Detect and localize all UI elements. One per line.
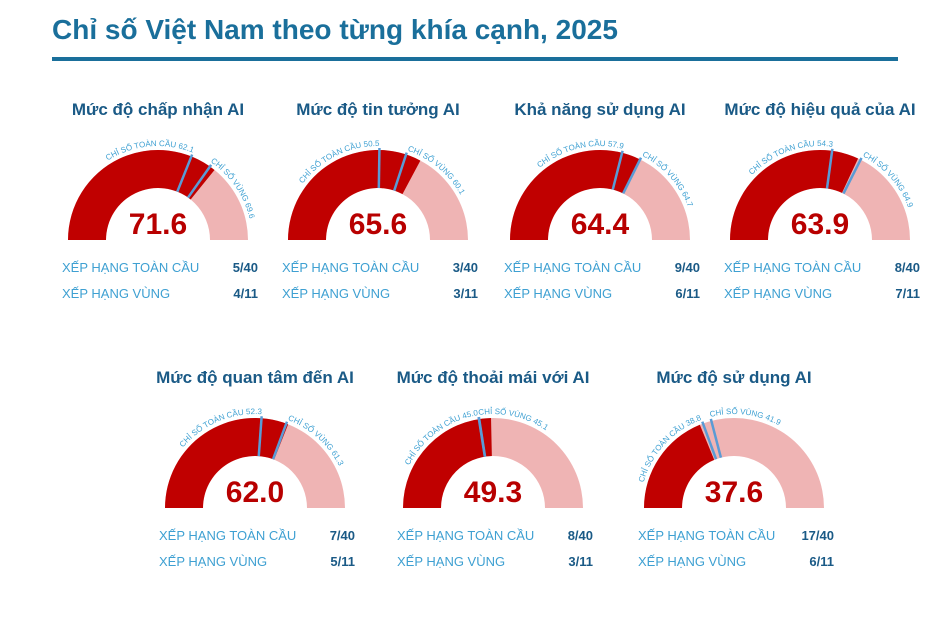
gauge-value-fill (403, 418, 492, 508)
global-rank-label: XẾP HẠNG TOÀN CẦU (724, 260, 862, 275)
regional-index-marker (709, 418, 723, 458)
global-rank-row: XẾP HẠNG TOÀN CẦU 17/40 (638, 528, 834, 543)
regional-rank-label: XẾP HẠNG VÙNG (62, 286, 171, 301)
gauge-value-fill (644, 424, 715, 508)
regional-rank-row: XẾP HẠNG VÙNG 6/11 (638, 554, 834, 569)
gauge-value: 65.6 (349, 208, 407, 241)
global-rank-row: XẾP HẠNG TOÀN CẦU 9/40 (504, 260, 700, 275)
gauge-chart: CHỈ SỐ TOÀN CẦU 38.8 CHỈ SỐ VÙNG 41.937.6 (637, 406, 824, 509)
global-rank-label: XẾP HẠNG TOÀN CẦU (282, 260, 420, 275)
global-index-marker (257, 416, 263, 457)
gauge-value-fill (730, 149, 859, 240)
gauge-card: Mức độ hiệu quả của AI CHỈ SỐ TOÀN CẦU 54… (710, 100, 930, 370)
gauge-card: Mức độ thoải mái với AI CHỈ SỐ TOÀN CẦU 4… (383, 368, 603, 638)
global-rank-row: XẾP HẠNG TOÀN CẦU 7/40 (159, 528, 355, 543)
global-rank-value: 9/40 (674, 260, 700, 275)
regional-rank-row: XẾP HẠNG VÙNG 6/11 (504, 286, 700, 301)
regional-rank-value: 3/11 (568, 554, 593, 569)
global-rank-value: 3/40 (452, 260, 478, 275)
regional-rank-row: XẾP HẠNG VÙNG 7/11 (724, 286, 920, 301)
gauge-value: 63.9 (791, 208, 849, 241)
gauge-title: Mức độ thoải mái với AI (396, 368, 590, 387)
regional-rank-row: XẾP HẠNG VÙNG 4/11 (62, 286, 258, 301)
global-rank-label: XẾP HẠNG TOÀN CẦU (62, 260, 200, 275)
regional-index-marker (842, 157, 863, 195)
gauge-value: 71.6 (129, 208, 187, 241)
regional-index-marker (477, 416, 487, 457)
regional-rank-label: XẾP HẠNG VÙNG (638, 554, 747, 569)
regional-rank-value: 7/11 (895, 286, 920, 301)
global-rank-value: 17/40 (801, 528, 834, 543)
gauge-title: Mức độ tin tưởng AI (296, 100, 460, 119)
gauge-title: Mức độ hiệu quả của AI (724, 100, 916, 119)
global-rank-row: XẾP HẠNG TOÀN CẦU 5/40 (62, 260, 258, 275)
regional-rank-row: XẾP HẠNG VÙNG 3/11 (282, 286, 478, 301)
gauge-value: 62.0 (226, 476, 284, 509)
gauge-value: 49.3 (464, 476, 522, 509)
regional-rank-value: 6/11 (809, 554, 834, 569)
gauge-value-fill (510, 149, 640, 240)
global-rank-value: 8/40 (894, 260, 920, 275)
global-rank-label: XẾP HẠNG TOÀN CẦU (638, 528, 776, 543)
gauge-value-fill (68, 150, 215, 240)
gauge-value-fill (165, 418, 289, 508)
gauge-value: 64.4 (571, 208, 630, 241)
regional-rank-value: 4/11 (233, 286, 258, 301)
regional-rank-label: XẾP HẠNG VÙNG (724, 286, 833, 301)
gauge-card: Mức độ sử dụng AI CHỈ SỐ TOÀN CẦU 38.8 CHỈ… (624, 368, 844, 638)
gauge-value: 37.6 (705, 476, 763, 509)
regional-index-marker (393, 152, 408, 191)
global-index-marker (611, 150, 624, 190)
regional-index-marker (622, 157, 643, 195)
regional-rank-row: XẾP HẠNG VÙNG 3/11 (397, 554, 593, 569)
gauge-title: Mức độ quan tâm đến AI (156, 368, 354, 387)
regional-rank-label: XẾP HẠNG VÙNG (397, 554, 506, 569)
global-rank-label: XẾP HẠNG TOÀN CẦU (159, 528, 297, 543)
gauge-title: Mức độ chấp nhận AI (71, 100, 245, 119)
regional-rank-value: 3/11 (453, 286, 478, 301)
global-rank-label: XẾP HẠNG TOÀN CẦU (504, 260, 642, 275)
global-index-marker (176, 154, 194, 193)
page-title: Chỉ số Việt Nam theo từng khía cạnh, 202… (52, 14, 618, 45)
regional-index-marker (271, 421, 289, 460)
gauge-card: Mức độ tin tưởng AI CHỈ SỐ TOÀN CẦU 50.5 C… (268, 100, 488, 370)
global-rank-row: XẾP HẠNG TOÀN CẦU 8/40 (724, 260, 920, 275)
gauge-card: Khả năng sử dụng AI CHỈ SỐ TOÀN CẦU 57.9 C… (490, 100, 710, 370)
gauge-card: Mức độ chấp nhận AI CHỈ SỐ TOÀN CẦU 62.1 C… (48, 100, 268, 370)
regional-rank-label: XẾP HẠNG VÙNG (159, 554, 268, 569)
regional-rank-row: XẾP HẠNG VÙNG 5/11 (159, 554, 355, 569)
gauge-chart: CHỈ SỐ TOÀN CẦU 45.0 CHỈ SỐ VÙNG 45.149.3 (403, 406, 583, 509)
global-index-marker (825, 148, 834, 189)
global-index-marker (377, 147, 381, 189)
regional-rank-label: XẾP HẠNG VÙNG (282, 286, 391, 301)
global-rank-label: XẾP HẠNG TOÀN CẦU (397, 528, 535, 543)
gauge-card: Mức độ quan tâm đến AI CHỈ SỐ TOÀN CẦU 52… (145, 368, 365, 638)
global-rank-value: 5/40 (232, 260, 258, 275)
gauge-title: Khả năng sử dụng AI (514, 100, 686, 119)
gauge-title: Mức độ sử dụng AI (656, 368, 812, 387)
global-rank-row: XẾP HẠNG TOÀN CẦU 3/40 (282, 260, 478, 275)
regional-rank-value: 5/11 (330, 554, 355, 569)
global-rank-row: XẾP HẠNG TOÀN CẦU 8/40 (397, 528, 593, 543)
title-rule (52, 57, 898, 61)
regional-index-marker (187, 164, 213, 199)
regional-rank-label: XẾP HẠNG VÙNG (504, 286, 613, 301)
global-index-marker (701, 421, 718, 460)
gauge-value-fill (288, 149, 421, 240)
regional-rank-value: 6/11 (675, 286, 700, 301)
global-rank-value: 8/40 (567, 528, 593, 543)
global-rank-value: 7/40 (329, 528, 355, 543)
